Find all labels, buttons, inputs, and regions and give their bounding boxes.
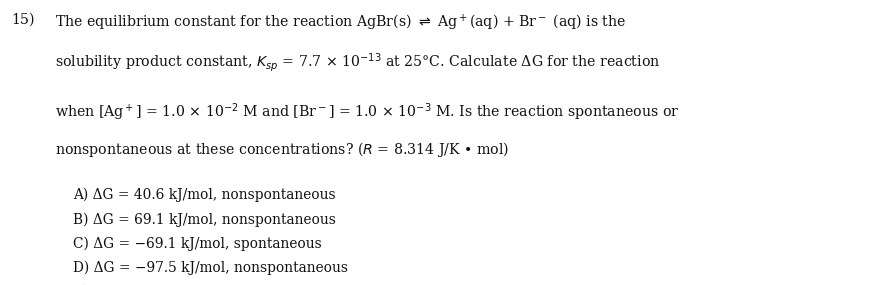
Text: A) ΔG = 40.6 kJ/mol, nonspontaneous: A) ΔG = 40.6 kJ/mol, nonspontaneous [73,188,336,202]
Text: solubility product constant, $K_{sp}$ = 7.7 $\times$ 10$^{-13}$ at 25°C. Calcula: solubility product constant, $K_{sp}$ = … [55,51,661,74]
Text: 15): 15) [12,13,35,27]
Text: when [Ag$^+$] = 1.0 $\times$ 10$^{-2}$ M and [Br$^-$] = 1.0 $\times$ 10$^{-3}$ M: when [Ag$^+$] = 1.0 $\times$ 10$^{-2}$ M… [55,101,680,123]
Text: D) ΔG = −97.5 kJ/mol, nonspontaneous: D) ΔG = −97.5 kJ/mol, nonspontaneous [73,261,348,275]
Text: C) ΔG = −69.1 kJ/mol, spontaneous: C) ΔG = −69.1 kJ/mol, spontaneous [73,237,322,251]
Text: The equilibrium constant for the reaction AgBr(s) $\rightleftharpoons$ Ag$^+$(aq: The equilibrium constant for the reactio… [55,13,627,33]
Text: nonspontaneous at these concentrations? ($R$ = 8.314 J/K • mol): nonspontaneous at these concentrations? … [55,140,510,159]
Text: B) ΔG = 69.1 kJ/mol, nonspontaneous: B) ΔG = 69.1 kJ/mol, nonspontaneous [73,212,336,227]
